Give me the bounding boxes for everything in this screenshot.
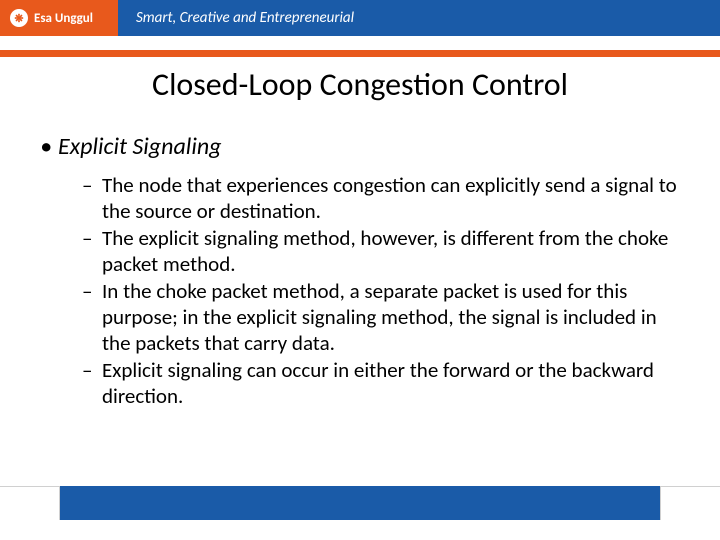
accent-bar <box>0 50 720 57</box>
bullet-point: The node that experiences congestion can… <box>40 173 680 224</box>
bullet-point: In the choke packet method, a separate p… <box>40 279 680 356</box>
bullet-point: The explicit signaling method, however, … <box>40 226 680 277</box>
tagline: Smart, Creative and Entrepreneurial <box>118 0 720 36</box>
slide-footer <box>0 486 720 520</box>
section-heading: Explicit Signaling <box>40 132 680 161</box>
slide-title: Closed-Loop Congestion Control <box>0 65 720 104</box>
footer-left-box <box>0 486 60 520</box>
bullet-point: Explicit signaling can occur in either t… <box>40 358 680 409</box>
footer-right-box <box>660 486 720 520</box>
slide-content: Explicit Signaling The node that experie… <box>0 104 720 409</box>
logo-icon: ❋ <box>10 9 28 27</box>
logo-text: Esa Unggul <box>34 11 93 26</box>
logo: ❋ Esa Unggul <box>0 0 118 36</box>
footer-bar <box>60 486 660 520</box>
slide-header: ❋ Esa Unggul Smart, Creative and Entrepr… <box>0 0 720 36</box>
